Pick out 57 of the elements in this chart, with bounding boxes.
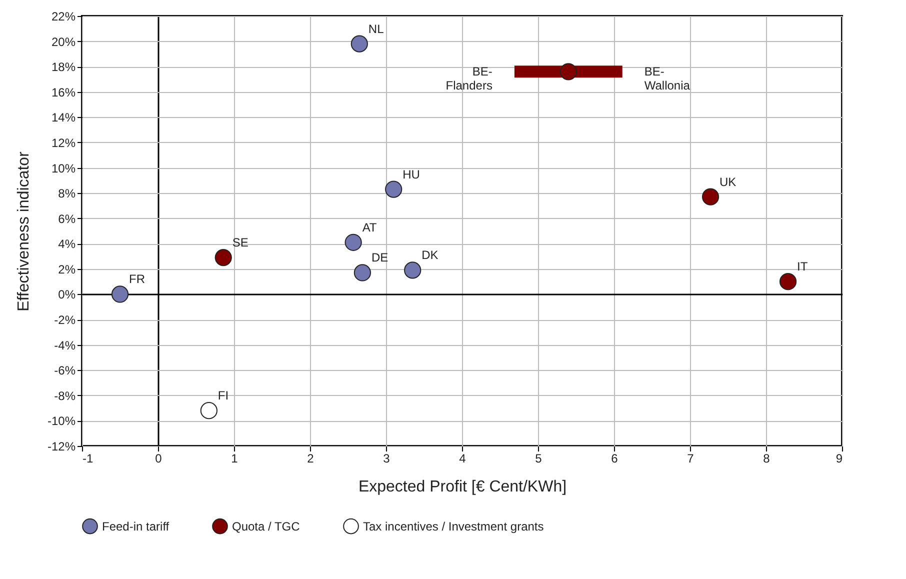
- x-tick-label: 6: [611, 452, 618, 466]
- x-axis-title: Expected Profit [€ Cent/KWh]: [358, 478, 567, 496]
- data-label: AT: [362, 220, 378, 234]
- point: [404, 262, 422, 279]
- legend-label: Quota / TGC: [232, 519, 300, 534]
- y-tick-label: 2%: [58, 262, 76, 276]
- y-tick-label: 8%: [58, 186, 76, 201]
- data-label: NL: [368, 22, 384, 36]
- data-label: HU: [402, 167, 420, 182]
- y-tick-label: -10%: [47, 414, 76, 428]
- y-tick-label: 20%: [51, 34, 76, 49]
- x-tick-label: 5: [535, 452, 542, 466]
- point: [354, 264, 371, 282]
- y-tick-label: -6%: [54, 364, 76, 378]
- y-tick-label: -8%: [54, 388, 76, 403]
- x-tick-label: 8: [763, 452, 770, 466]
- y-tick-label: 18%: [51, 60, 76, 74]
- point: [350, 35, 368, 52]
- data-label: IT: [797, 260, 808, 274]
- point: [779, 273, 797, 290]
- y-tick-label: -12%: [47, 440, 76, 454]
- point: [214, 249, 232, 266]
- y-tick-label: 22%: [51, 10, 76, 24]
- annotation: BE- Flanders: [446, 64, 492, 93]
- y-tick-label: 12%: [51, 136, 76, 150]
- legend-label: Feed-in tariff: [102, 519, 170, 534]
- point: [200, 402, 218, 420]
- data-label: FI: [218, 388, 229, 403]
- legend-label: Tax incentives / Investment grants: [363, 519, 544, 534]
- y-tick-label: 10%: [51, 161, 76, 176]
- y-tick-label: 6%: [58, 212, 76, 226]
- y-tick-label: 4%: [58, 237, 76, 252]
- y-tick-label: -4%: [54, 338, 76, 352]
- point: [702, 188, 720, 206]
- x-tick-label: 0: [155, 452, 162, 466]
- y-axis-title: Effectiveness indicator: [15, 150, 32, 312]
- data-label: UK: [720, 174, 736, 189]
- y-tick-label: 0%: [58, 288, 76, 302]
- point: [111, 286, 129, 303]
- data-label: FR: [129, 272, 146, 286]
- x-tick-label: 4: [459, 452, 466, 466]
- x-tick-label: 2: [307, 452, 314, 466]
- y-tick-label: 14%: [51, 110, 76, 125]
- x-tick-label: 3: [383, 452, 390, 466]
- y-tick-label: -2%: [54, 313, 76, 328]
- x-tick-label: 1: [231, 452, 238, 466]
- data-label: SE: [232, 236, 248, 250]
- point: [560, 63, 577, 80]
- annotation: BE- Wallonia: [644, 64, 690, 93]
- x-tick-label: 7: [687, 452, 694, 466]
- point: [385, 180, 402, 198]
- x-tick-label: 9: [836, 452, 843, 466]
- x-tick-label: -1: [82, 452, 94, 466]
- data-label: DE: [371, 250, 388, 265]
- point: [344, 234, 362, 251]
- y-tick-label: 16%: [51, 85, 76, 100]
- data-label: DK: [422, 248, 438, 262]
